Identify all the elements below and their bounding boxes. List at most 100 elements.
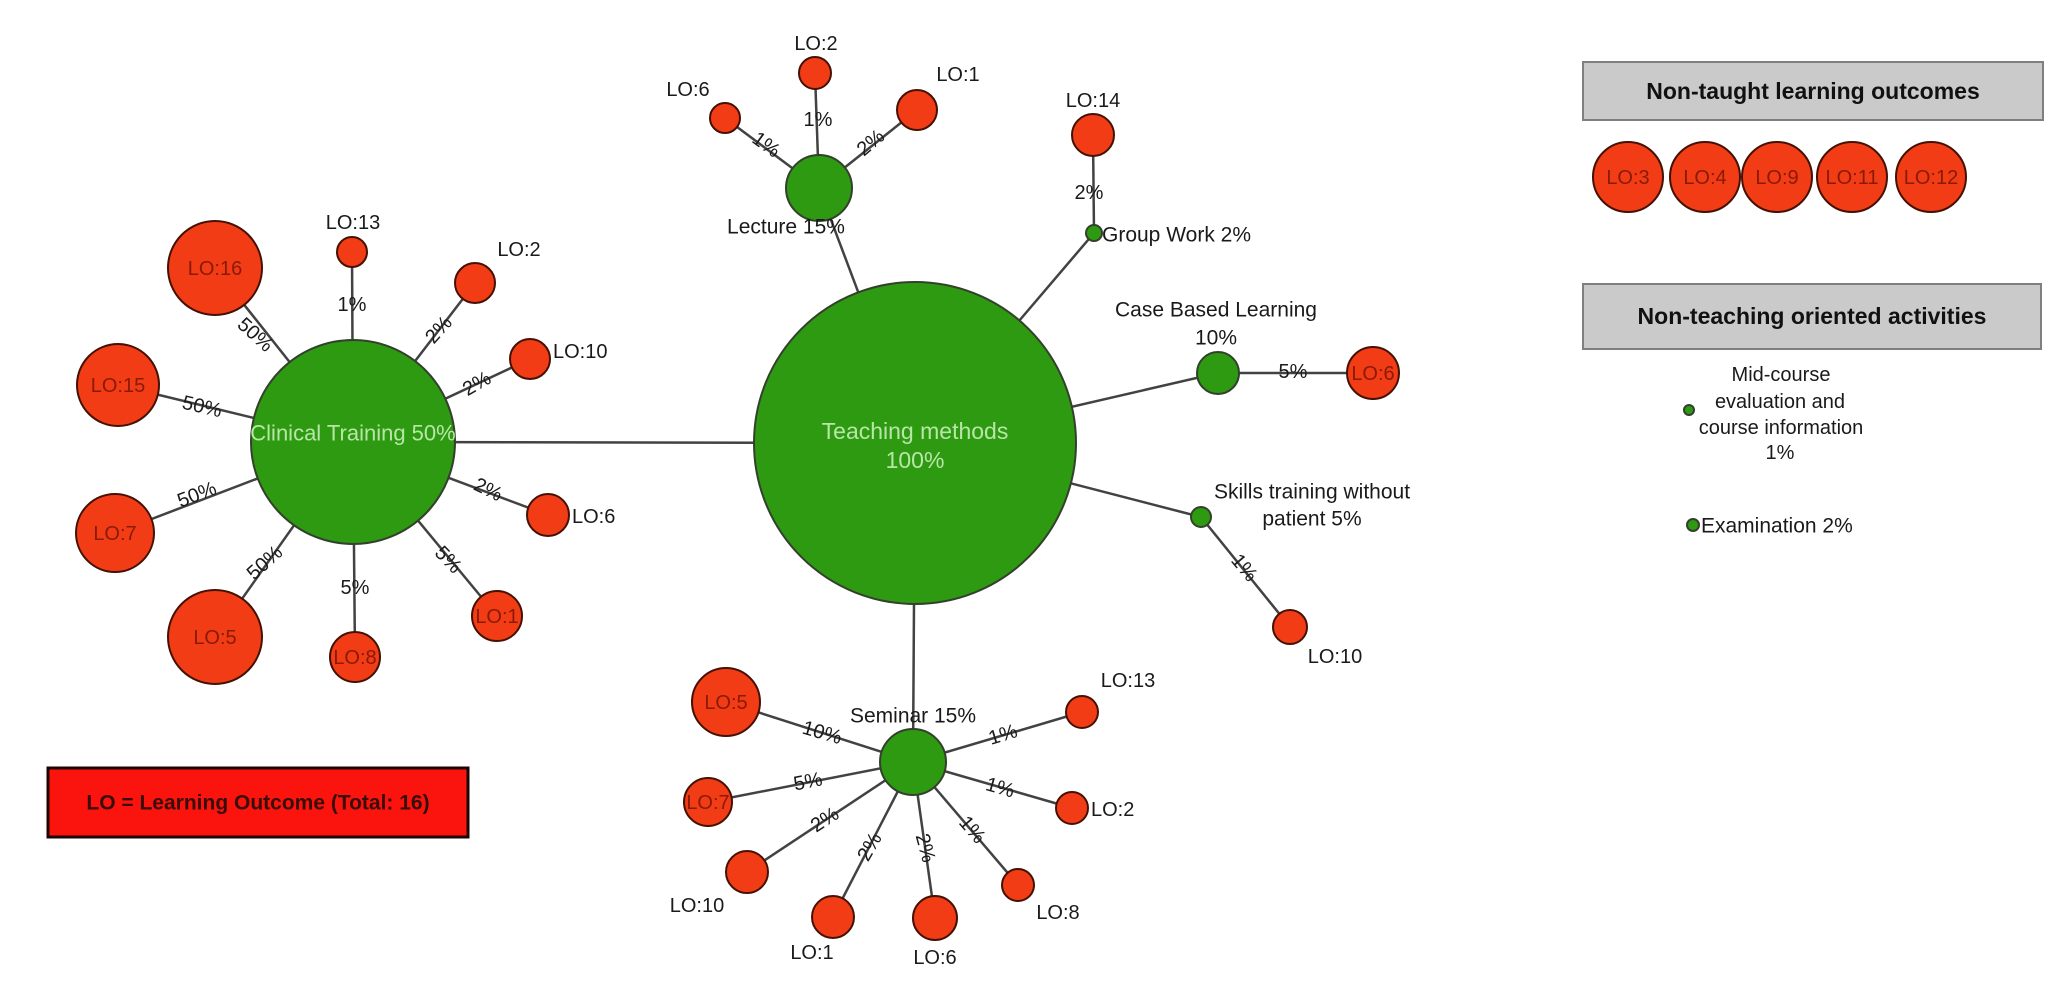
clinical-lo8-pct: 5%	[341, 577, 370, 599]
clinical-lo6-node	[526, 493, 570, 537]
group-work-lo14-pct: 2%	[1075, 182, 1104, 204]
seminar-lo5-label: LO:5	[704, 692, 747, 714]
clinical-lo15-pct: 50%	[180, 392, 224, 422]
clinical-lo2-node	[454, 262, 496, 304]
clinical-lo6-label: LO:6	[572, 506, 615, 528]
lecture-lo1-label: LO:1	[936, 64, 979, 86]
seminar-lo1-pct: 2%	[853, 829, 887, 865]
case-based-lo6-node	[1346, 346, 1400, 400]
non-taught-lo3-label: LO:3	[1606, 167, 1649, 189]
case-based-lo6-label: LO:6	[1351, 363, 1394, 385]
clinical-lo7-node	[75, 493, 155, 573]
non-taught-lo3-node	[1592, 141, 1664, 213]
lecture-label: Lecture 15%	[727, 216, 845, 239]
seminar-lo8-node	[1001, 868, 1035, 902]
legend: LO = Learning Outcome (Total: 16)	[46, 766, 470, 839]
examination-label: Examination 2%	[1701, 515, 1853, 538]
seminar-lo5-pct: 10%	[800, 717, 845, 749]
lecture-lo6-node	[709, 102, 741, 134]
clinical-lo2-label: LO:2	[497, 239, 540, 261]
non-teaching-panel-box	[1582, 283, 2042, 350]
seminar-lo2-pct: 1%	[983, 773, 1017, 802]
clinical-lo7-label: LO:7	[93, 523, 136, 545]
edge-seminar-lo7	[707, 760, 914, 804]
clinical-lo5-pct: 50%	[243, 541, 288, 584]
case-based-label-line2: 10%	[1195, 327, 1237, 350]
non-taught-lo12-label: LO:12	[1904, 167, 1958, 189]
clinical-lo1-label: LO:1	[475, 606, 518, 628]
non-taught-lo4-label: LO:4	[1683, 167, 1726, 189]
seminar-lo7-pct: 5%	[792, 768, 825, 795]
lecture-lo2-node	[798, 56, 832, 90]
skills-training-label-line1: Skills training without	[1214, 481, 1410, 504]
seminar-lo2-label: LO:2	[1091, 799, 1134, 821]
seminar-lo13-node	[1065, 695, 1099, 729]
clinical-lo16-label: LO:16	[188, 258, 242, 280]
seminar-lo6-label: LO:6	[913, 947, 956, 969]
clinical-lo13-node	[336, 236, 368, 268]
clinical-lo5-node	[167, 589, 263, 685]
seminar-lo1-node	[811, 895, 855, 939]
examination-dot	[1686, 518, 1700, 532]
seminar-lo7-node	[683, 777, 733, 827]
seminar-lo13-label: LO:13	[1101, 670, 1155, 692]
non-taught-lo9-node	[1741, 141, 1813, 213]
clinical-lo15-label: LO:15	[91, 375, 145, 397]
seminar-lo10-label: LO:10	[670, 895, 724, 917]
non-taught-lo9-label: LO:9	[1755, 167, 1798, 189]
clinical-lo16-node	[167, 220, 263, 316]
seminar-lo10-node	[725, 850, 769, 894]
clinical-lo10-label: LO:10	[553, 341, 607, 363]
group-work-label: Group Work 2%	[1102, 224, 1251, 247]
seminar-lo6-pct: 2%	[911, 831, 940, 865]
non-taught-lo11-label: LO:11	[1826, 167, 1879, 189]
mid-course-label-line1: Mid-course	[1732, 364, 1831, 386]
clinical-lo13-pct: 1%	[338, 294, 367, 316]
clinical-lo15-node	[76, 343, 160, 427]
non-taught-lo11-node	[1816, 141, 1888, 213]
legend-box	[46, 766, 470, 839]
skills-training-label-line2: patient 5%	[1262, 508, 1361, 531]
edge-skills-lo10	[1200, 516, 1291, 628]
lecture-lo6-label: LO:6	[666, 79, 709, 101]
non-teaching-panel: Non-teaching oriented activities Mid-cou…	[1582, 283, 2042, 538]
teaching-methods-label-line2: 100%	[886, 447, 945, 473]
clinical-lo1-node	[471, 590, 523, 642]
seminar-lo8-label: LO:8	[1036, 902, 1079, 924]
seminar-lo7-label: LO:7	[686, 792, 729, 814]
clinical-lo2-pct: 2%	[421, 312, 457, 348]
lecture-lo1-node	[896, 89, 938, 131]
non-taught-panel-title: Non-taught learning outcomes	[1646, 78, 1980, 104]
non-taught-lo12-node	[1895, 141, 1967, 213]
case-based-learning-node	[1196, 351, 1240, 395]
seminar-lo10-pct: 2%	[807, 803, 843, 837]
group-work-lo14-label: LO:14	[1066, 90, 1120, 112]
case-based-lo6-pct: 5%	[1279, 361, 1308, 383]
seminar-lo13-pct: 1%	[986, 720, 1020, 750]
seminar-lo5-node	[691, 667, 761, 737]
non-teaching-panel-title: Non-teaching oriented activities	[1638, 303, 1987, 329]
clinical-lo6-pct: 2%	[470, 474, 506, 507]
skills-lo10-label: LO:10	[1308, 646, 1362, 668]
group-work-node	[1085, 224, 1103, 242]
seminar-node	[879, 728, 947, 796]
mid-course-label-line3: course information	[1699, 417, 1864, 439]
non-taught-panel-box	[1582, 61, 2044, 121]
teaching-methods-label-line1: Teaching methods	[822, 418, 1009, 444]
mid-course-dot	[1683, 404, 1695, 416]
mid-course-label-line2: evaluation and	[1715, 391, 1845, 413]
group-work-lo14-node	[1071, 113, 1115, 157]
mid-course-label-line4: 1%	[1766, 442, 1795, 464]
legend-text: LO = Learning Outcome (Total: 16)	[86, 792, 429, 815]
lecture-node	[785, 154, 853, 222]
lecture-lo2-pct: 1%	[804, 109, 833, 131]
teaching-methods-node	[753, 281, 1077, 605]
clinical-lo5-label: LO:5	[193, 627, 236, 649]
seminar-lo1-label: LO:1	[790, 942, 833, 964]
seminar-lo6-node	[912, 895, 958, 941]
clinical-lo10-pct: 2%	[459, 367, 495, 401]
seminar-lo2-node	[1055, 791, 1089, 825]
seminar-label: Seminar 15%	[850, 705, 976, 728]
clinical-training-node	[250, 339, 456, 545]
